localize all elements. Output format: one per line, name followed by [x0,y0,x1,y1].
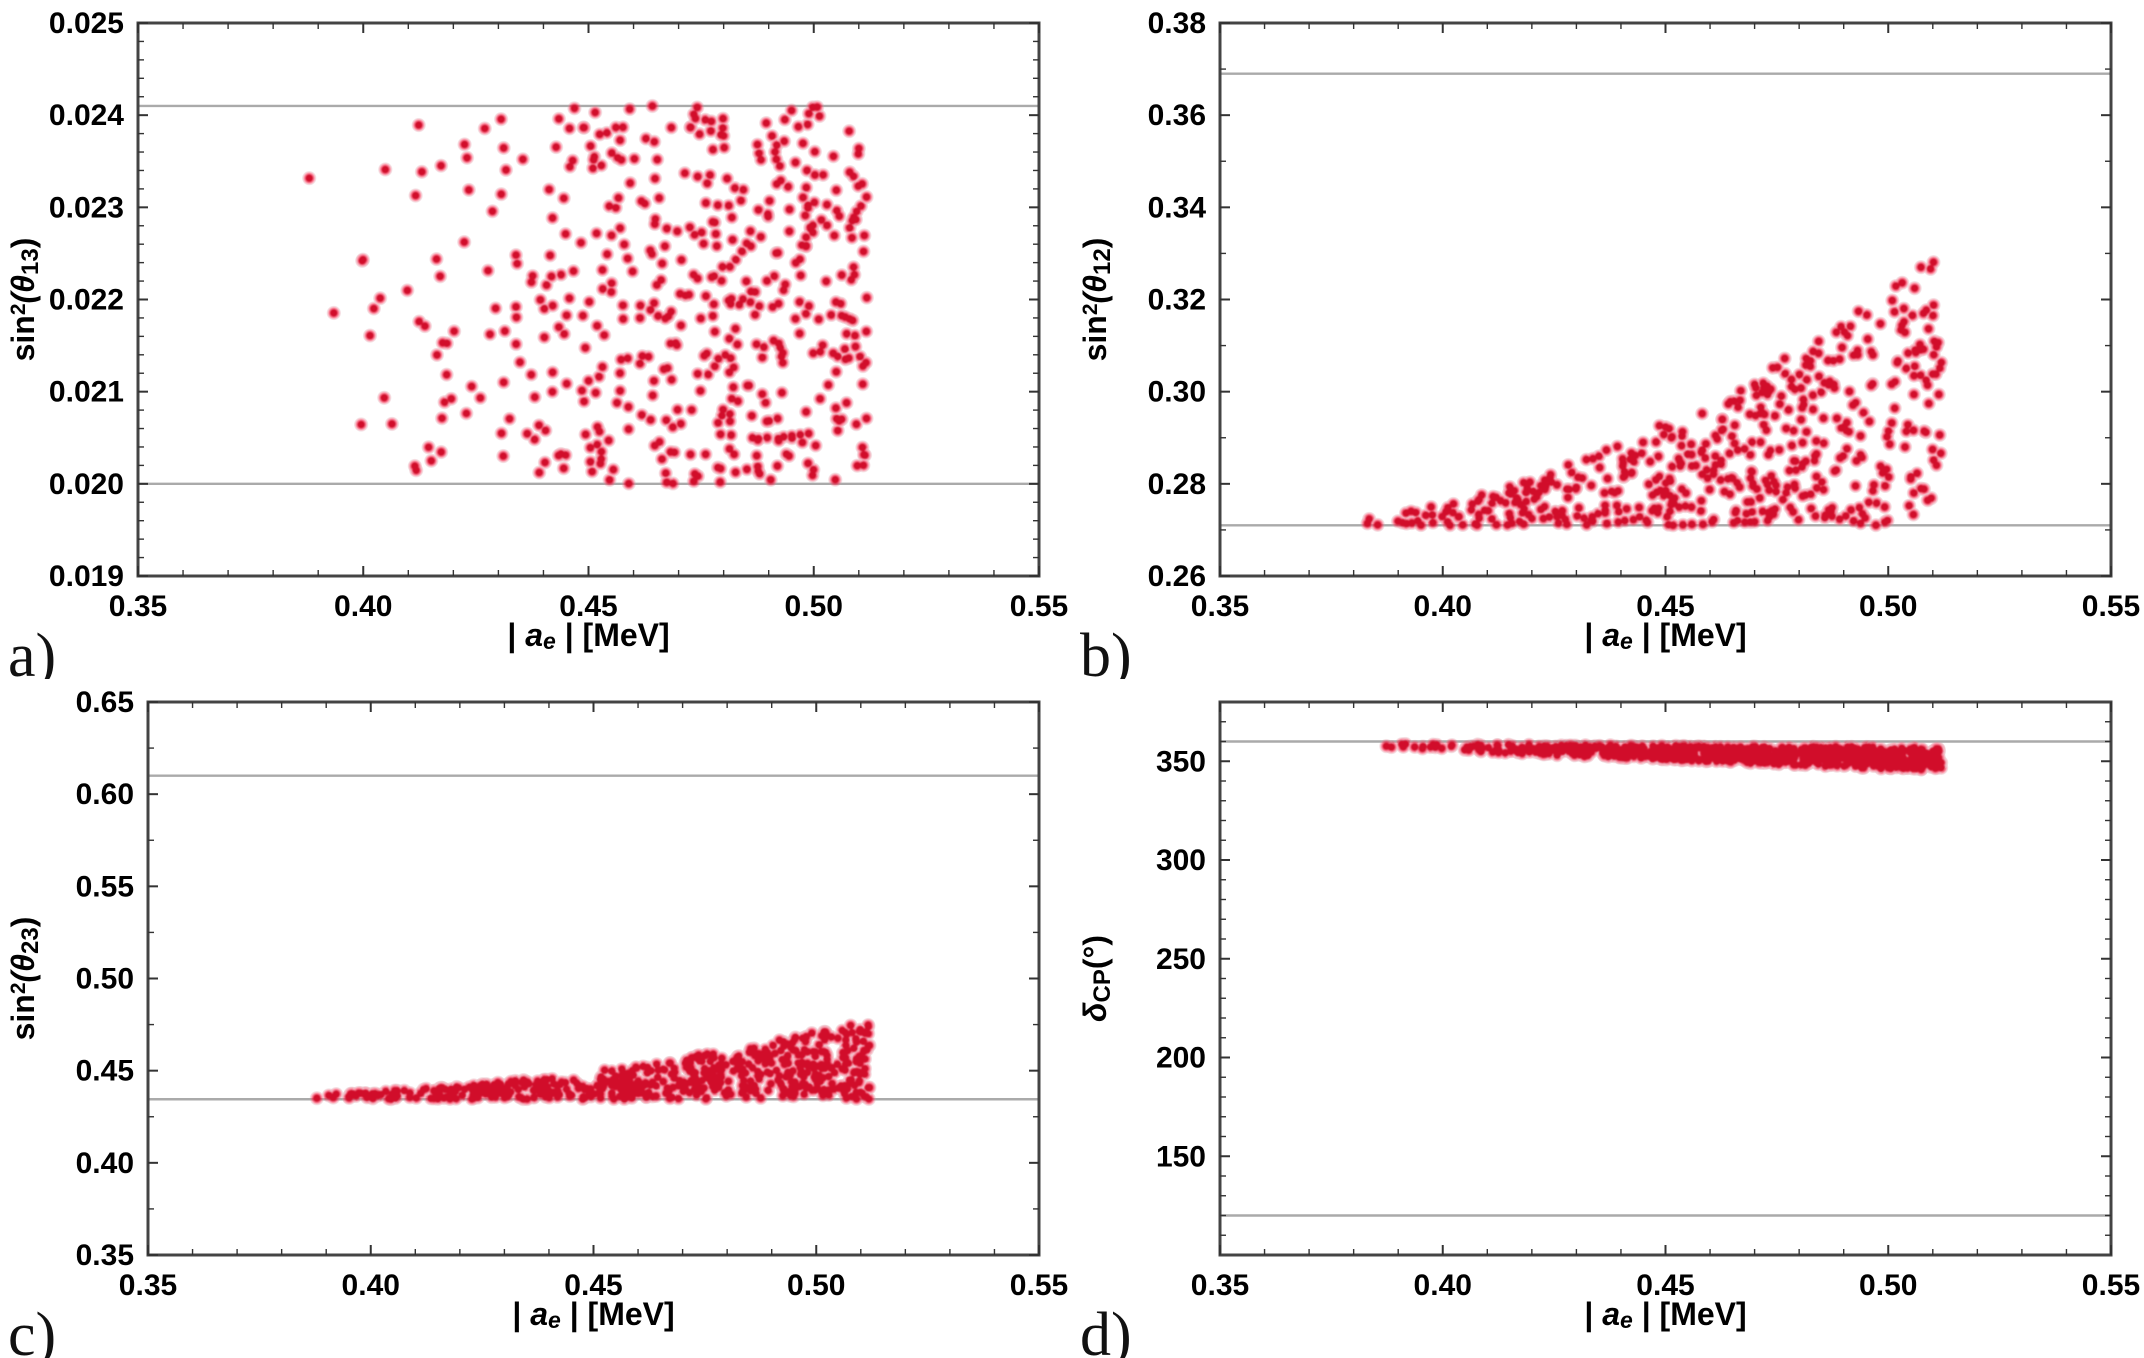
svg-text:0.35: 0.35 [119,1269,177,1302]
svg-text:sin2(θ13): sin2(θ13) [5,238,44,362]
svg-text:0.50: 0.50 [76,963,134,996]
svg-text:0.023: 0.023 [49,191,124,224]
svg-text:0.40: 0.40 [1414,590,1472,623]
svg-text:sin2(θ23): sin2(θ23) [5,917,44,1041]
svg-text:0.021: 0.021 [49,376,124,409]
svg-text:0.38: 0.38 [1148,7,1206,40]
svg-text:c): c) [8,1301,56,1358]
svg-text:0.35: 0.35 [76,1239,134,1272]
svg-text:0.55: 0.55 [76,870,134,903]
svg-text:0.022: 0.022 [49,284,124,317]
svg-text:0.30: 0.30 [1148,376,1206,409]
svg-text:0.50: 0.50 [1859,590,1917,623]
svg-text:0.35: 0.35 [109,590,167,623]
svg-text:0.65: 0.65 [76,686,134,719]
svg-text:| ae | [MeV]: | ae | [MeV] [512,1296,674,1333]
svg-text:0.019: 0.019 [49,560,124,593]
svg-text:0.35: 0.35 [1191,590,1249,623]
svg-text:0.34: 0.34 [1148,191,1207,224]
svg-text:0.50: 0.50 [785,590,843,623]
svg-text:a): a) [8,622,56,679]
svg-text:0.28: 0.28 [1148,468,1206,501]
svg-text:0.40: 0.40 [342,1269,400,1302]
svg-text:b): b) [1080,622,1132,679]
svg-text:0.40: 0.40 [334,590,392,623]
svg-text:0.55: 0.55 [2082,590,2140,623]
svg-text:| ae | [MeV]: | ae | [MeV] [1584,617,1746,654]
svg-text:0.55: 0.55 [1010,590,1068,623]
svg-text:0.024: 0.024 [49,99,124,132]
svg-text:sin2(θ12): sin2(θ12) [1077,238,1116,362]
svg-text:0.36: 0.36 [1148,99,1206,132]
svg-text:0.60: 0.60 [76,778,134,811]
svg-text:0.45: 0.45 [76,1055,134,1088]
svg-text:0.55: 0.55 [1010,1269,1068,1302]
svg-text:| ae | [MeV]: | ae | [MeV] [507,617,669,654]
svg-text:0.020: 0.020 [49,468,124,501]
svg-text:0.50: 0.50 [787,1269,845,1302]
svg-text:0.40: 0.40 [76,1147,134,1180]
svg-text:0.26: 0.26 [1148,560,1206,593]
svg-text:0.025: 0.025 [49,7,124,40]
svg-text:0.32: 0.32 [1148,284,1206,317]
